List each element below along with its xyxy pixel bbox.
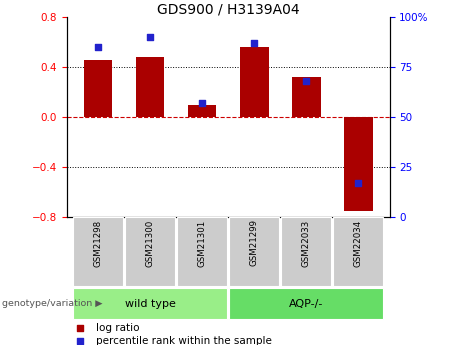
Text: GSM21300: GSM21300 <box>146 219 154 267</box>
Point <box>355 180 362 186</box>
Point <box>95 45 102 50</box>
Text: GSM21298: GSM21298 <box>94 219 103 267</box>
Bar <box>125 217 175 286</box>
Text: AQP-/-: AQP-/- <box>289 299 324 308</box>
Text: log ratio: log ratio <box>96 323 139 333</box>
Text: GSM21301: GSM21301 <box>198 219 207 267</box>
Bar <box>177 217 227 286</box>
Bar <box>333 217 383 286</box>
Bar <box>281 217 331 286</box>
Bar <box>240 47 268 117</box>
Bar <box>73 288 227 319</box>
Text: genotype/variation ▶: genotype/variation ▶ <box>2 299 103 308</box>
Point <box>302 79 310 84</box>
Bar <box>229 288 383 319</box>
Text: GSM22033: GSM22033 <box>302 219 311 267</box>
Bar <box>84 60 112 117</box>
Point <box>250 40 258 46</box>
Bar <box>292 77 320 117</box>
Bar <box>344 117 372 211</box>
Point <box>147 34 154 40</box>
Bar <box>229 217 279 286</box>
Point <box>199 100 206 106</box>
Point <box>76 325 83 331</box>
Text: percentile rank within the sample: percentile rank within the sample <box>96 336 272 345</box>
Text: GSM22034: GSM22034 <box>354 219 363 267</box>
Text: GSM21299: GSM21299 <box>250 219 259 266</box>
Bar <box>73 217 123 286</box>
Point <box>76 338 83 343</box>
Bar <box>136 57 165 117</box>
Text: wild type: wild type <box>124 299 176 308</box>
Bar <box>188 105 217 117</box>
Title: GDS900 / H3139A04: GDS900 / H3139A04 <box>157 2 300 16</box>
